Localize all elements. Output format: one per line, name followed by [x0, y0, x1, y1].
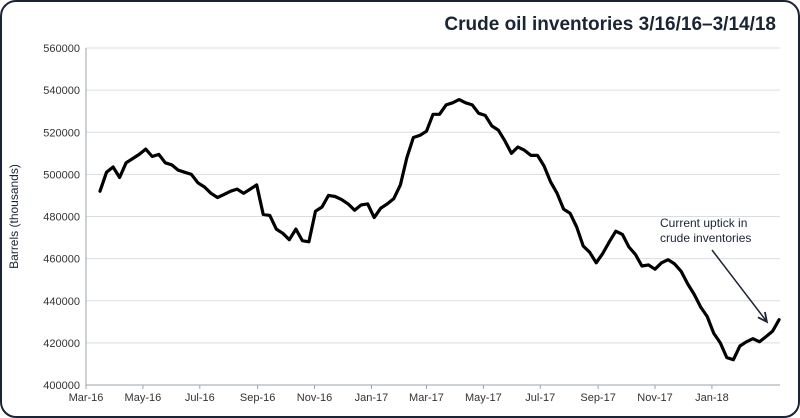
- x-tick-label: Jul-16: [185, 392, 215, 404]
- x-tick-label: Nov-17: [637, 392, 672, 404]
- y-tick-label: 520000: [43, 127, 80, 139]
- series-group: [98, 97, 781, 362]
- annotation-text: crude inventories: [660, 231, 751, 245]
- annotation-text: Current uptick in: [660, 216, 747, 230]
- y-tick-label: 500000: [43, 169, 80, 181]
- x-tick-label: Mar-16: [69, 392, 104, 404]
- gridlines: [86, 47, 780, 386]
- x-tick-label: Jul-17: [525, 392, 555, 404]
- x-axis: Mar-16 May-16 Jul-16 Sep-16 Nov-16 Jan-17 Mar-…: [69, 384, 780, 404]
- annotation-arrow-head: [757, 311, 769, 324]
- x-tick-label: May-17: [465, 392, 502, 404]
- y-tick-label: 480000: [43, 212, 80, 224]
- y-tick-label: 540000: [43, 85, 80, 97]
- x-tick-label: Mar-17: [409, 392, 444, 404]
- series-line: [98, 97, 781, 362]
- chart-title: Crude oil inventories 3/16/16–3/14/18: [444, 14, 776, 35]
- x-tick-label: Sep-17: [580, 392, 615, 404]
- annotation-arrow-line: [711, 249, 768, 323]
- y-axis: 400000 420000 440000 460000 480000 500000 5200…: [43, 43, 87, 392]
- y-tick-label: 440000: [43, 296, 80, 308]
- x-tick-label: Sep-16: [240, 392, 275, 404]
- x-tick-label: Jan-17: [355, 392, 389, 404]
- x-tick-label: Jan-18: [695, 392, 729, 404]
- y-tick-label: 560000: [43, 43, 80, 55]
- y-tick-label: 420000: [43, 338, 80, 350]
- y-tick-label: 400000: [43, 380, 80, 392]
- x-tick-label: Nov-16: [297, 392, 332, 404]
- y-tick-label: 460000: [43, 254, 80, 266]
- y-axis-label: Barrels (thousands): [7, 164, 21, 269]
- x-tick-label: May-16: [125, 392, 162, 404]
